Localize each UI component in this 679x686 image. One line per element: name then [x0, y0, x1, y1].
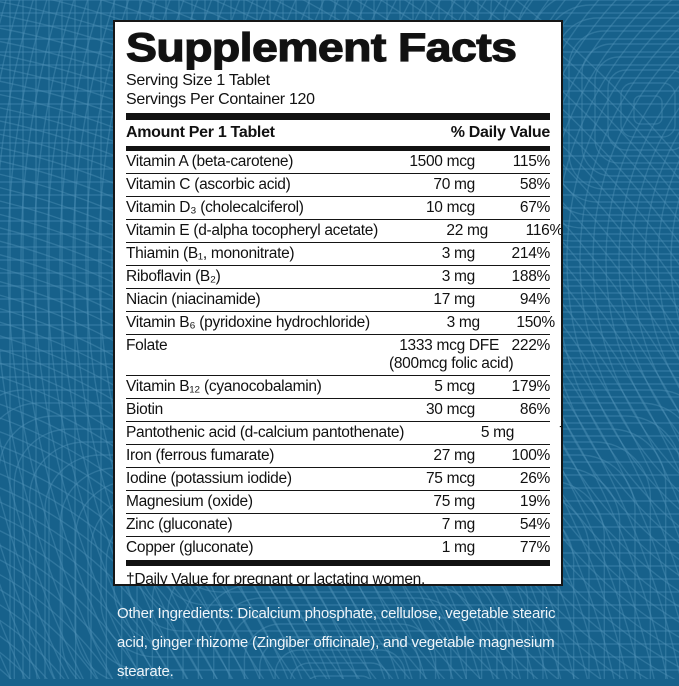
- nutrient-row-vitamin-d3: Vitamin D₃ (cholecalciferol) 10 mcg 67%: [126, 196, 550, 219]
- nutrient-row-copper: Copper (gluconate) 1 mg 77%: [126, 536, 550, 559]
- nutrient-amount: 22 mg: [446, 222, 488, 239]
- daily-value-footnote: †Daily Value for pregnant or lactating w…: [126, 571, 425, 586]
- nutrient-amount: 70 mg: [433, 176, 475, 193]
- nutrient-amount: 3 mg: [446, 314, 481, 331]
- nutrient-daily-value: 222%: [511, 337, 551, 354]
- nutrient-name: Riboflavin (B₂): [126, 268, 221, 285]
- header-amount-per-tablet: Amount Per 1 Tablet: [126, 124, 275, 141]
- folate-amount-line1: 1333 mcg DFE: [399, 337, 499, 354]
- nutrient-name: Vitamin A (beta-carotene): [126, 153, 294, 170]
- nutrient-name: Biotin: [126, 401, 163, 418]
- nutrient-daily-value: 100%: [511, 447, 551, 464]
- nutrient-daily-value: 26%: [519, 470, 550, 487]
- nutrient-name: Vitamin D₃ (cholecalciferol): [126, 199, 304, 216]
- other-ingredients-text: Other Ingredients: Dicalcium phosphate, …: [117, 605, 556, 680]
- nutrient-name: Thiamin (B₁, mononitrate): [126, 245, 295, 262]
- nutrient-amount: 1 mg: [441, 539, 476, 556]
- folate-amount-line2: (800mcg folic acid): [389, 355, 514, 372]
- nutrient-row-vitamin-b6: Vitamin B₆ (pyridoxine hydrochloride) 3 …: [126, 311, 555, 334]
- nutrient-daily-value: 58%: [519, 176, 550, 193]
- nutrient-daily-value: 179%: [511, 378, 551, 395]
- nutrient-amount: 1333 mcg DFE (800mcg folic acid): [389, 337, 514, 373]
- nutrient-row-riboflavin: Riboflavin (B₂) 3 mg 188%: [126, 265, 550, 288]
- divider-medium: [126, 146, 550, 151]
- nutrient-daily-value: 116%: [525, 222, 563, 239]
- nutrient-row-niacin: Niacin (niacinamide) 17 mg 94%: [126, 288, 550, 311]
- nutrient-amount: 3 mg: [441, 245, 476, 262]
- nutrient-daily-value: 71%: [514, 424, 561, 442]
- nutrient-row-vitamin-e: Vitamin E (d-alpha tocopheryl acetate) 2…: [126, 219, 561, 242]
- nutrient-amount: 3 mg: [441, 268, 476, 285]
- nutrient-row-vitamin-a: Vitamin A (beta-carotene) 1500 mcg 115%: [126, 151, 550, 173]
- nutrient-daily-value: 150%: [516, 314, 555, 331]
- nutrient-amount: 10 mcg: [425, 199, 475, 216]
- nutrient-daily-value: 67%: [519, 199, 550, 216]
- nutrient-daily-value: 188%: [511, 268, 551, 285]
- nutrient-amount: 5 mcg: [434, 378, 475, 395]
- nutrient-row-folate: Folate 1333 mcg DFE (800mcg folic acid) 2…: [126, 334, 550, 375]
- nutrient-row-iron: Iron (ferrous fumarate) 27 mg 100%: [126, 444, 550, 467]
- table-header: Amount Per 1 Tablet % Daily Value: [126, 120, 550, 146]
- nutrient-row-iodine: Iodine (potassium iodide) 75 mcg 26%: [126, 467, 550, 490]
- divider-thick: [126, 113, 550, 120]
- nutrient-name: Iodine (potassium iodide): [126, 470, 292, 487]
- supplement-facts-panel: Supplement Facts Serving Size 1 Tablet S…: [113, 20, 563, 586]
- nutrient-amount: 75 mg: [433, 493, 475, 510]
- nutrient-daily-value: 115%: [512, 153, 551, 170]
- nutrient-amount: 75 mcg: [425, 470, 475, 487]
- nutrient-amount: 1500 mcg: [409, 153, 475, 170]
- nutrient-daily-value: 214%: [511, 245, 551, 262]
- nutrient-name: Vitamin E (d-alpha tocopheryl acetate): [126, 222, 378, 239]
- nutrient-amount: 30 mcg: [425, 401, 475, 418]
- nutrient-name: Vitamin B₆ (pyridoxine hydrochloride): [126, 314, 370, 331]
- nutrient-name: Vitamin C (ascorbic acid): [126, 176, 291, 193]
- panel-title: Supplement Facts: [125, 26, 517, 70]
- nutrient-amount: 7 mg: [441, 516, 476, 533]
- nutrient-row-vitamin-c: Vitamin C (ascorbic acid) 70 mg 58%: [126, 173, 550, 196]
- nutrient-daily-value: 54%: [519, 516, 550, 533]
- nutrient-name: Pantothenic acid (d-calcium pantothenate…: [126, 424, 405, 441]
- nutrient-row-magnesium: Magnesium (oxide) 75 mg 19%: [126, 490, 550, 513]
- nutrient-name: Magnesium (oxide): [126, 493, 253, 510]
- nutrient-row-pantothenic-acid: Pantothenic acid (d-calcium pantothenate…: [126, 421, 561, 444]
- nutrient-name: Vitamin B₁₂ (cyanocobalamin): [126, 378, 322, 395]
- divider-footnote: [126, 560, 550, 566]
- nutrient-name: Folate: [126, 337, 168, 354]
- nutrient-row-biotin: Biotin 30 mcg 86%: [126, 398, 550, 421]
- nutrient-name: Copper (gluconate): [126, 539, 254, 556]
- nutrient-name: Niacin (niacinamide): [126, 291, 261, 308]
- nutrient-daily-value: 86%: [519, 401, 550, 418]
- serving-size: Serving Size 1 Tablet: [126, 72, 270, 89]
- nutrient-daily-value: 77%: [519, 539, 550, 556]
- nutrient-name: Zinc (gluconate): [126, 516, 233, 533]
- nutrient-row-zinc: Zinc (gluconate) 7 mg 54%: [126, 513, 550, 536]
- nutrient-amount: 17 mg: [433, 291, 475, 308]
- nutrient-row-thiamin: Thiamin (B₁, mononitrate) 3 mg 214%: [126, 242, 550, 265]
- nutrient-name: Iron (ferrous fumarate): [126, 447, 275, 464]
- servings-per-container: Servings Per Container 120: [126, 91, 315, 108]
- nutrient-daily-value: 94%: [519, 291, 550, 308]
- nutrient-amount: 27 mg: [433, 447, 475, 464]
- header-daily-value: % Daily Value: [450, 124, 551, 141]
- nutrient-amount: 5 mg: [480, 424, 515, 441]
- nutrient-daily-value: 19%: [519, 493, 550, 510]
- nutrient-row-vitamin-b12: Vitamin B₁₂ (cyanocobalamin) 5 mcg 179%: [126, 375, 550, 398]
